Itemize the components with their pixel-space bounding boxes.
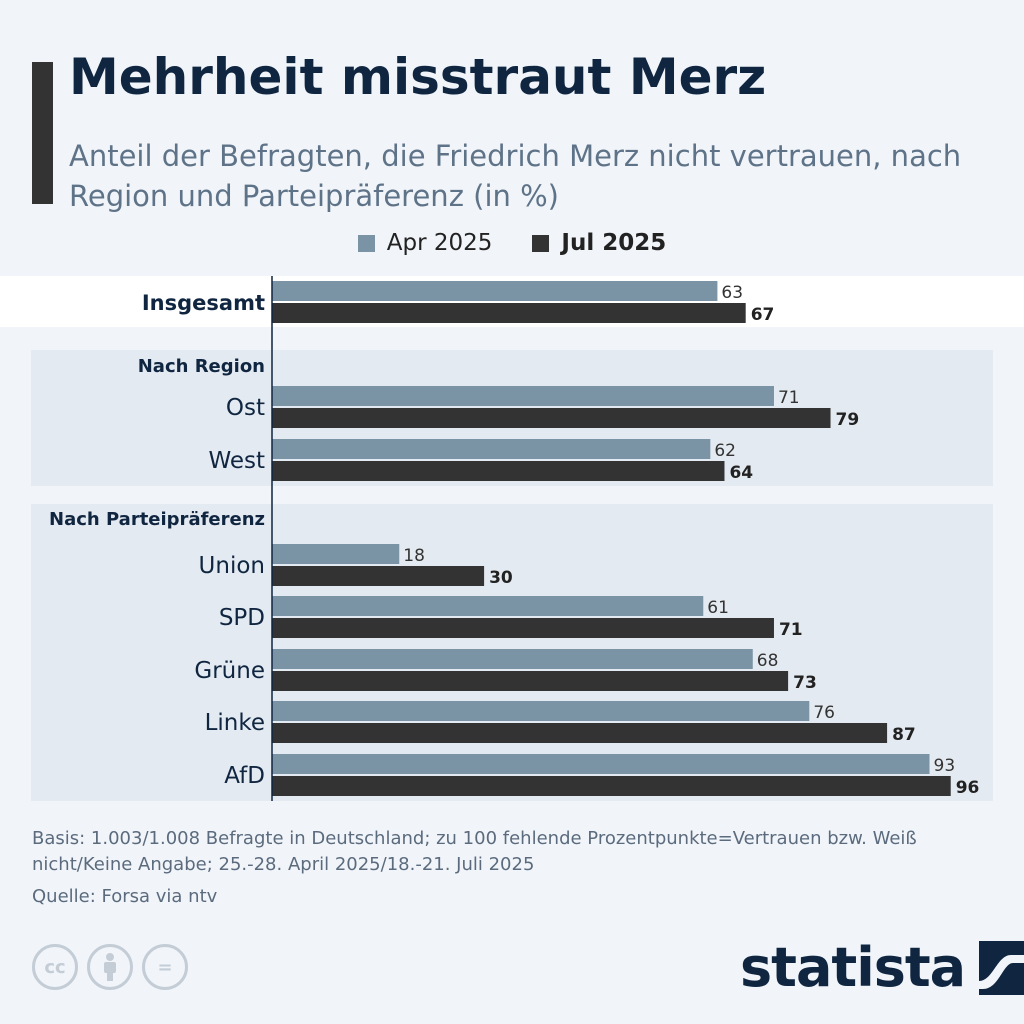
legend-swatch-apr [357,234,375,252]
bar-jul [272,776,951,796]
data-label-jul: 87 [892,725,916,745]
data-label-apr: 63 [721,283,743,303]
license-icons: cc = [32,944,188,990]
cc-icon: cc [32,944,78,990]
category-label: Linke [205,710,265,736]
bar-jul [272,461,725,481]
category-label: SPD [219,605,265,631]
bar-jul [272,303,746,323]
legend-label-jul: Jul 2025 [561,230,667,256]
bar-apr [272,281,718,301]
bar-apr [272,649,753,669]
legend: Apr 2025 Jul 2025 [0,230,1024,256]
category-label: West [208,448,265,474]
source-note: Quelle: Forsa via ntv [32,886,218,907]
category-label: Insgesamt [142,291,265,315]
data-label-apr: 18 [403,546,425,566]
data-label-jul: 71 [779,620,803,640]
bar-apr [272,754,930,774]
legend-item-apr: Apr 2025 [357,230,493,256]
logo-wordmark: statista [740,936,966,999]
data-label-apr: 76 [813,703,835,723]
bar-jul [272,671,789,691]
group-header: Nach Parteipräferenz [49,509,265,530]
data-label-apr: 68 [757,651,779,671]
bar-apr [272,386,774,406]
party-panel [31,504,993,801]
legend-item-jul: Jul 2025 [532,230,666,256]
bar-jul [272,408,831,428]
person-glyph [104,953,116,981]
chart-title: Mehrheit misstraut Merz [69,48,767,106]
group-header: Nach Region [138,356,265,377]
legend-swatch-jul [532,234,550,252]
statista-logo[interactable]: statista [740,936,1024,999]
total-row-highlight [0,276,1024,327]
no-derivatives-icon: = [142,944,188,990]
category-label: Grüne [194,658,265,684]
region-panel [31,350,993,486]
data-label-jul: 73 [793,673,817,693]
category-label: Union [199,553,265,579]
data-label-apr: 62 [714,441,736,461]
data-label-jul: 79 [836,410,860,430]
logo-mark-icon [979,940,1024,995]
bar-apr [272,439,711,459]
data-label-jul: 67 [751,305,775,325]
data-label-apr: 71 [778,388,800,408]
data-label-jul: 64 [729,463,753,483]
chart-subtitle: Anteil der Befragten, die Friedrich Merz… [69,139,962,213]
title-accent-bar [32,62,53,204]
category-label: Ost [226,395,265,421]
legend-label-apr: Apr 2025 [386,230,493,256]
data-label-apr: 61 [707,598,729,618]
category-label: AfD [224,763,265,789]
data-label-apr: 93 [934,756,956,776]
bar-apr [272,701,810,721]
bar-jul [272,618,774,638]
bar-apr [272,544,400,564]
data-label-jul: 96 [956,778,980,798]
bar-jul [272,566,485,586]
footnote: Basis: 1.003/1.008 Befragte in Deutschla… [32,828,917,875]
data-label-jul: 30 [489,568,513,588]
bar-apr [272,596,704,616]
attribution-icon [87,944,133,990]
bar-jul [272,723,888,743]
